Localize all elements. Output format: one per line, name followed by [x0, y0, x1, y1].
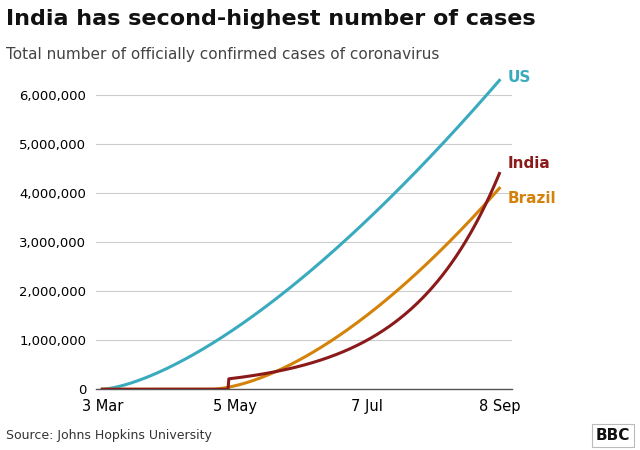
Text: Source: Johns Hopkins University: Source: Johns Hopkins University [6, 429, 212, 442]
Text: Brazil: Brazil [508, 190, 556, 206]
Text: Total number of officially confirmed cases of coronavirus: Total number of officially confirmed cas… [6, 47, 440, 62]
Text: India: India [508, 156, 550, 171]
Text: BBC: BBC [596, 428, 630, 443]
Text: India has second-highest number of cases: India has second-highest number of cases [6, 9, 536, 29]
Text: US: US [508, 70, 531, 86]
